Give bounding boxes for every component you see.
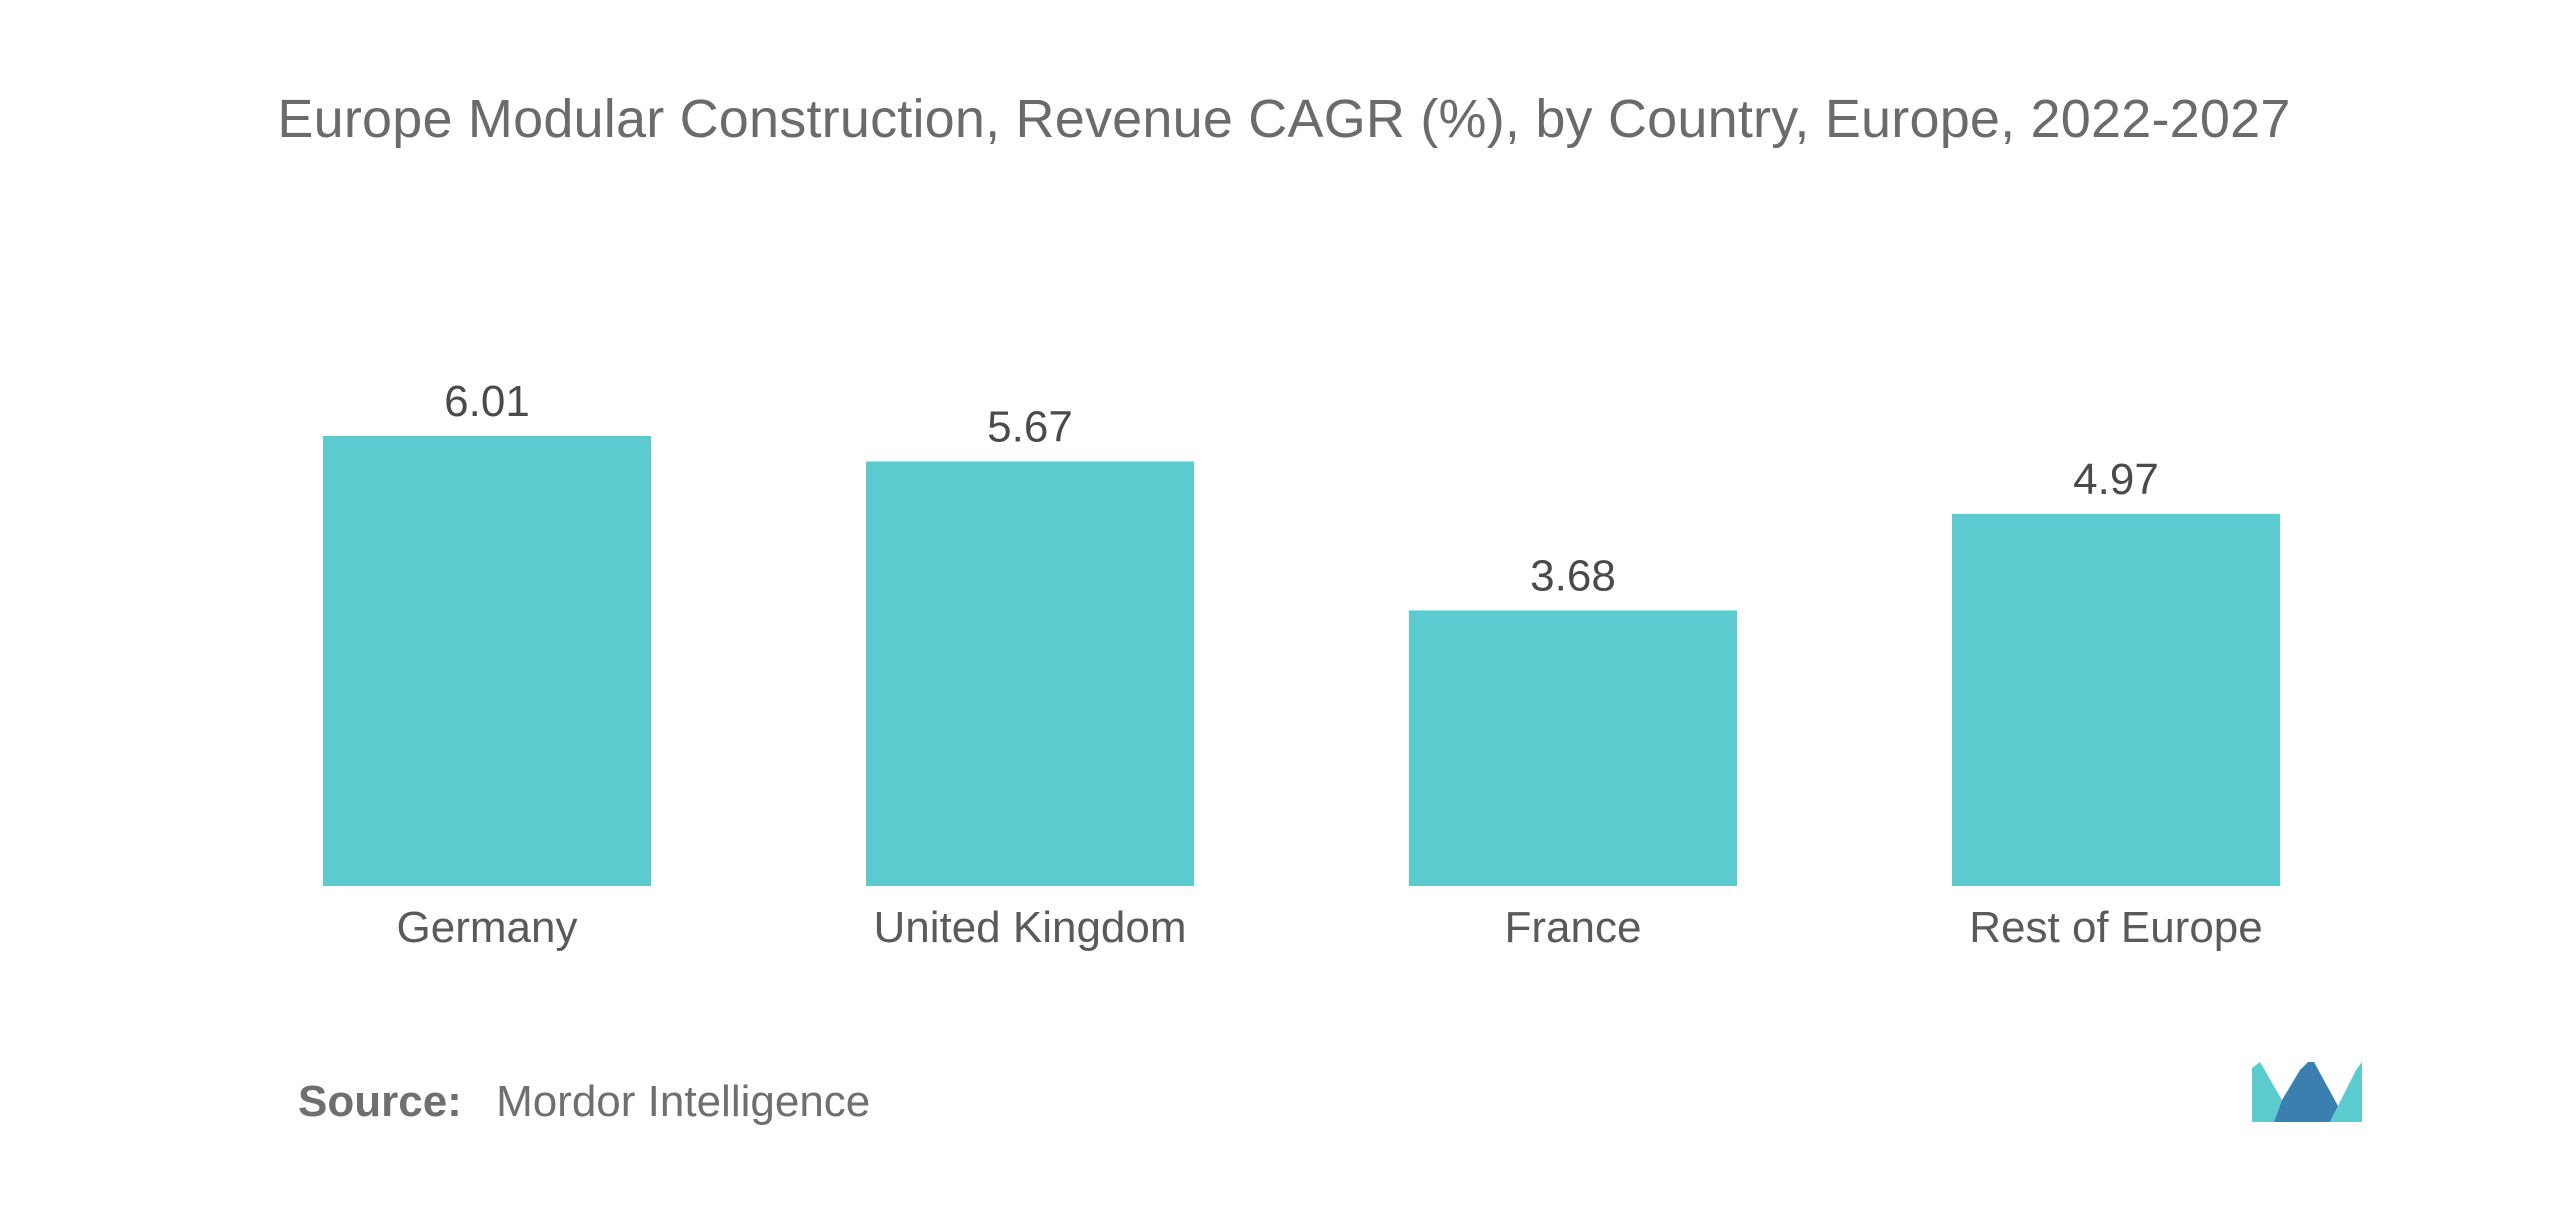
bar-germany <box>323 436 651 886</box>
source-line: Source: Mordor Intelligence <box>298 1077 870 1127</box>
category-label: Rest of Europe <box>1969 903 2263 952</box>
bar-france <box>1409 610 1737 886</box>
bar-united-kingdom <box>866 461 1194 886</box>
value-label: 4.97 <box>2073 455 2159 504</box>
value-label: 3.68 <box>1530 551 1616 600</box>
source-text: Mordor Intelligence <box>496 1077 871 1126</box>
value-label: 5.67 <box>987 402 1073 451</box>
category-label: Germany <box>397 903 578 952</box>
value-label: 6.01 <box>444 377 530 426</box>
category-label: France <box>1505 903 1642 952</box>
source-label: Source: <box>298 1077 462 1126</box>
bar-rest-of-europe <box>1952 513 2280 886</box>
mordor-intelligence-logo-icon <box>2252 1062 2362 1122</box>
chart-title: Europe Modular Construction, Revenue CAG… <box>277 89 2291 149</box>
category-label: United Kingdom <box>873 903 1186 952</box>
